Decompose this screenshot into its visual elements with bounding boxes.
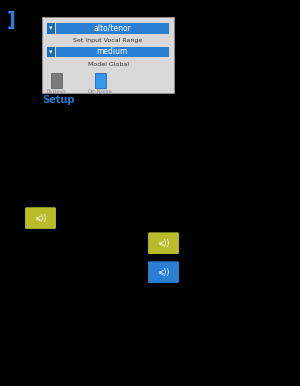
Text: alto/tenor: alto/tenor [93, 24, 131, 33]
Text: medium: medium [97, 47, 128, 56]
Text: ▾: ▾ [49, 49, 53, 55]
Text: ▾: ▾ [49, 25, 53, 31]
FancyBboxPatch shape [25, 207, 56, 229]
Bar [51, 73, 62, 88]
FancyBboxPatch shape [42, 17, 174, 93]
Bar [56, 23, 169, 34]
Text: ]: ] [7, 11, 16, 30]
Text: Set Input Vocal Range: Set Input Vocal Range [74, 39, 142, 43]
FancyBboxPatch shape [148, 232, 179, 254]
Text: De-Noise: De-Noise [88, 89, 112, 94]
Bar [94, 73, 106, 88]
Text: ≼)): ≼)) [157, 267, 170, 277]
Bar [56, 47, 169, 57]
Text: Bypass: Bypass [47, 89, 67, 94]
Bar [47, 23, 55, 34]
Text: Model Global: Model Global [88, 62, 128, 67]
Text: ≼)): ≼)) [34, 213, 47, 223]
Text: Setup: Setup [43, 95, 75, 105]
FancyBboxPatch shape [148, 261, 179, 283]
Bar [47, 47, 55, 57]
Text: ≼)): ≼)) [157, 239, 170, 248]
